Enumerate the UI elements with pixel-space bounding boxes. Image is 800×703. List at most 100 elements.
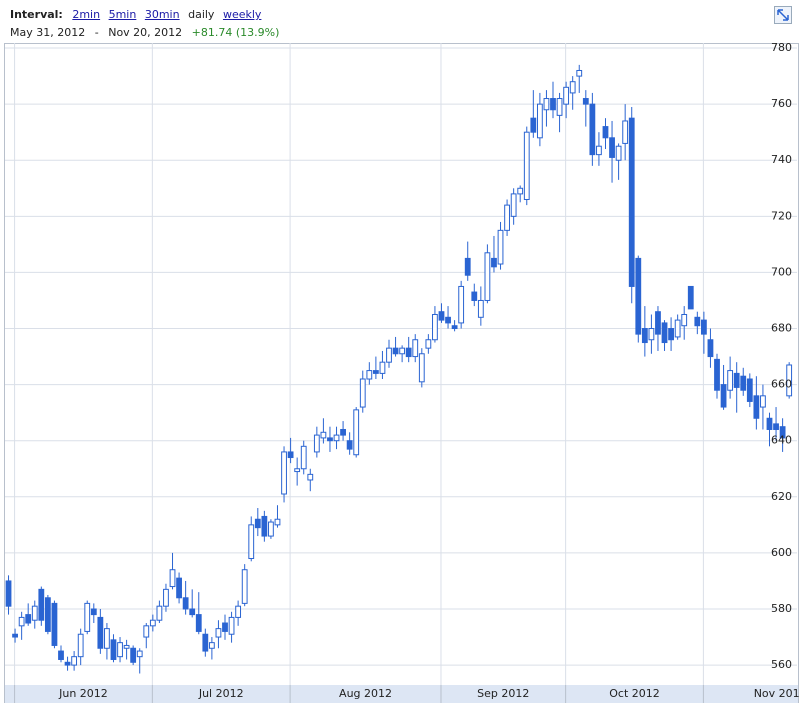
candle-body <box>104 628 110 649</box>
candle-body <box>464 257 471 276</box>
candle-body <box>300 445 307 470</box>
candle-body <box>687 285 694 310</box>
candle-body <box>51 602 58 646</box>
candle-body <box>746 378 753 402</box>
candle-body <box>655 311 661 335</box>
y-tick-label: 560 <box>771 658 792 671</box>
interval-option[interactable]: 30min <box>144 8 180 21</box>
candle-body <box>176 577 182 599</box>
x-axis-band <box>5 685 798 703</box>
candle-body <box>438 311 445 321</box>
candle-body <box>497 229 504 265</box>
candle-body <box>477 299 484 318</box>
x-tick-label: Nov 2012 <box>754 687 800 700</box>
candle-body <box>563 86 570 105</box>
candle-body <box>635 257 642 335</box>
candle-body <box>668 328 674 341</box>
candle-body <box>208 642 215 649</box>
candle-body <box>779 426 786 439</box>
candle-body <box>589 103 596 156</box>
candle-body <box>228 616 235 635</box>
y-tick-label: 720 <box>771 209 792 222</box>
candle-body <box>523 131 530 201</box>
y-tick-label: 620 <box>771 490 792 503</box>
candle-body <box>313 434 320 453</box>
candle-body <box>235 605 242 618</box>
candle-body <box>254 518 261 529</box>
candle-body <box>372 370 379 374</box>
candle-body <box>392 347 399 355</box>
interval-row: Interval: 2min 5min 30min daily weekly <box>10 8 266 21</box>
x-tick-label: Jun 2012 <box>58 687 108 700</box>
range-start: May 31, 2012 <box>10 26 86 39</box>
candle-body <box>31 605 38 621</box>
candle-body <box>25 614 32 624</box>
candle-body <box>307 473 314 481</box>
range-change: +81.74 (13.9%) <box>191 26 280 39</box>
candle-body <box>484 252 491 301</box>
y-tick-label: 680 <box>771 322 792 335</box>
candle-body <box>615 145 622 161</box>
candle-body <box>674 319 681 338</box>
candle-body <box>195 614 202 632</box>
candle-body <box>740 375 747 391</box>
candle-body <box>451 325 458 330</box>
candle-body <box>576 69 583 77</box>
y-tick-label: 760 <box>771 97 792 110</box>
interval-option[interactable]: 2min <box>72 8 101 21</box>
candle-body <box>596 145 602 156</box>
x-tick-label: Oct 2012 <box>609 687 660 700</box>
expand-button[interactable] <box>774 6 792 24</box>
candle-body <box>707 339 714 358</box>
candle-body <box>556 98 563 116</box>
candle-body <box>12 633 18 638</box>
candle-body <box>714 358 720 391</box>
x-tick-label: Sep 2012 <box>477 687 529 700</box>
x-tick-label: Aug 2012 <box>339 687 392 700</box>
candle-body <box>536 103 543 139</box>
candle-body <box>333 434 340 442</box>
candle-body <box>130 647 137 663</box>
candle-body <box>733 372 740 388</box>
candle-body <box>379 361 386 374</box>
candle-body <box>628 117 635 287</box>
candle-body <box>274 518 281 526</box>
interval-option[interactable]: weekly <box>222 8 262 21</box>
candle-body <box>569 81 576 94</box>
candle-body <box>366 370 373 380</box>
candle-body <box>720 384 727 408</box>
candle-body <box>136 650 143 658</box>
candle-body <box>550 98 556 111</box>
header: Interval: 2min 5min 30min daily weekly M… <box>0 0 800 43</box>
candle-body <box>320 431 327 439</box>
candle-body <box>517 187 524 195</box>
candle-body <box>648 328 655 341</box>
interval-label: Interval: <box>10 8 63 21</box>
plot-frame <box>4 43 799 703</box>
candle-body <box>261 515 268 537</box>
candle-body <box>44 597 51 632</box>
candle-body <box>163 588 169 607</box>
range-separator: - <box>94 26 99 39</box>
candle-body <box>294 468 301 473</box>
candle-body <box>346 440 353 450</box>
candle-body <box>641 328 648 344</box>
y-tick-label: 700 <box>771 265 792 278</box>
candle-body <box>241 569 248 604</box>
candle-body <box>327 437 333 442</box>
candle-body <box>5 580 12 607</box>
candle-body <box>64 661 71 666</box>
candle-body <box>110 639 117 660</box>
candle-body <box>405 347 412 358</box>
candle-body <box>504 204 510 231</box>
candle-body <box>38 588 45 621</box>
candle-body <box>681 313 688 327</box>
candle-body <box>602 126 609 139</box>
candle-body <box>412 339 419 358</box>
candle-body <box>156 605 163 621</box>
candle-body <box>287 451 294 459</box>
candle-body <box>543 98 550 111</box>
interval-option[interactable]: 5min <box>108 8 137 21</box>
candle-body <box>84 602 91 632</box>
